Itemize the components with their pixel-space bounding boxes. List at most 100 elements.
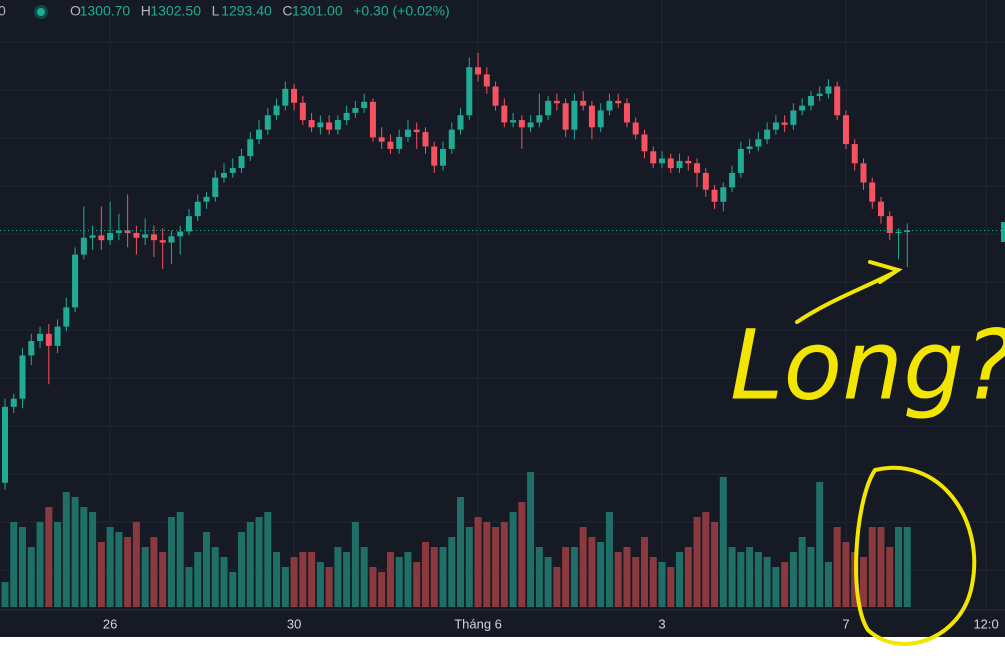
marks [0,52,1005,607]
volume-bar [719,477,727,607]
candle-body [72,254,79,308]
annotation [795,260,977,646]
volume-bar [176,512,184,607]
volume-bar [141,547,149,607]
candle-body [2,406,8,483]
candle-body [729,172,736,188]
volume-bar [36,522,44,607]
volume-bar [544,557,552,607]
volume-bar [255,517,263,607]
volume-bar [509,512,517,607]
volume-bar [667,567,675,607]
volume-bar [570,547,578,607]
candle-body [404,129,411,137]
candle-body [54,326,61,346]
candle-body [597,110,604,128]
volume-bar [640,537,648,607]
candle-body [194,201,201,217]
volume-bar [457,497,465,607]
candle-body [790,110,797,125]
volume-bar [211,547,219,607]
volume-bar [500,522,508,607]
candle-body [317,122,324,128]
volume-bar [264,512,272,607]
candle-body [326,122,333,130]
volume-bar [281,567,289,607]
ohlc-value: 1302.50 [150,3,201,19]
candle-body [308,120,315,128]
candle-body [580,100,587,106]
x-tick-label: 7 [842,616,849,631]
candle-body [221,172,227,178]
volume-bar [868,527,876,607]
candle-body [659,158,665,164]
ohlc-key: C [282,3,292,19]
volume-bar [807,547,815,607]
volume-bar [202,532,210,607]
symbol: 0 [0,3,6,19]
candle-body [273,105,280,116]
volume-bar [19,527,27,607]
candle-body [19,355,26,399]
volume-bar [772,567,780,607]
candle-body [755,139,762,147]
candle-body [28,341,35,356]
candle-body [825,86,832,94]
candle-body [702,172,709,190]
volume-bar [483,522,491,607]
volume-bar [535,547,543,607]
candle-body [746,146,753,149]
candle-body [238,156,245,169]
volume-bar [448,537,456,607]
candle-body [282,88,289,106]
volume-bar [562,547,570,607]
volume-bar [658,562,666,607]
ohlc-value: 1293.40 [221,3,272,19]
volume-bar [1,582,9,607]
candle-body [299,102,306,121]
volume-bar [97,542,105,607]
volume-bar [527,472,535,607]
candle-body [124,230,131,233]
ohlc-value: 1300.70 [80,3,131,19]
candle-body [37,333,44,342]
status-dot [37,8,45,16]
volume-bar [579,527,587,607]
candle-body [886,216,893,233]
volume-bar [649,557,657,607]
volume-bar [518,502,526,607]
candle-body [185,216,192,232]
candle-body [895,231,902,233]
candle-body [98,235,105,241]
candle-body [869,182,876,202]
candle-body [159,240,166,243]
x-tick-label: Tháng 6 [454,616,502,631]
candle-body [115,230,122,233]
candle-body [203,196,210,202]
volume-bar [474,517,482,607]
candle-body [483,74,490,87]
volume-bar [439,547,447,607]
candle-body [352,108,359,113]
candle-body [457,115,464,130]
volume-bar [895,527,903,607]
candle-body [475,67,482,75]
candle-body [878,201,884,217]
candle-body [842,115,849,145]
candle-body [413,129,420,133]
volume-bar [702,512,710,607]
volume-bar [465,527,473,607]
volume-bar [903,527,911,607]
candle-body [343,112,350,121]
volume-bar [632,557,640,607]
ohlc-value: 1301.00 [292,3,343,19]
volume-bar [728,547,736,607]
candle-body [264,115,271,130]
volume-bar [754,552,762,607]
volume-bar [194,552,202,607]
candle-body [247,139,254,157]
ohlc-key: L [212,3,220,19]
volume-bar [386,552,394,607]
candle-body [107,232,114,241]
candle-body [361,101,368,109]
